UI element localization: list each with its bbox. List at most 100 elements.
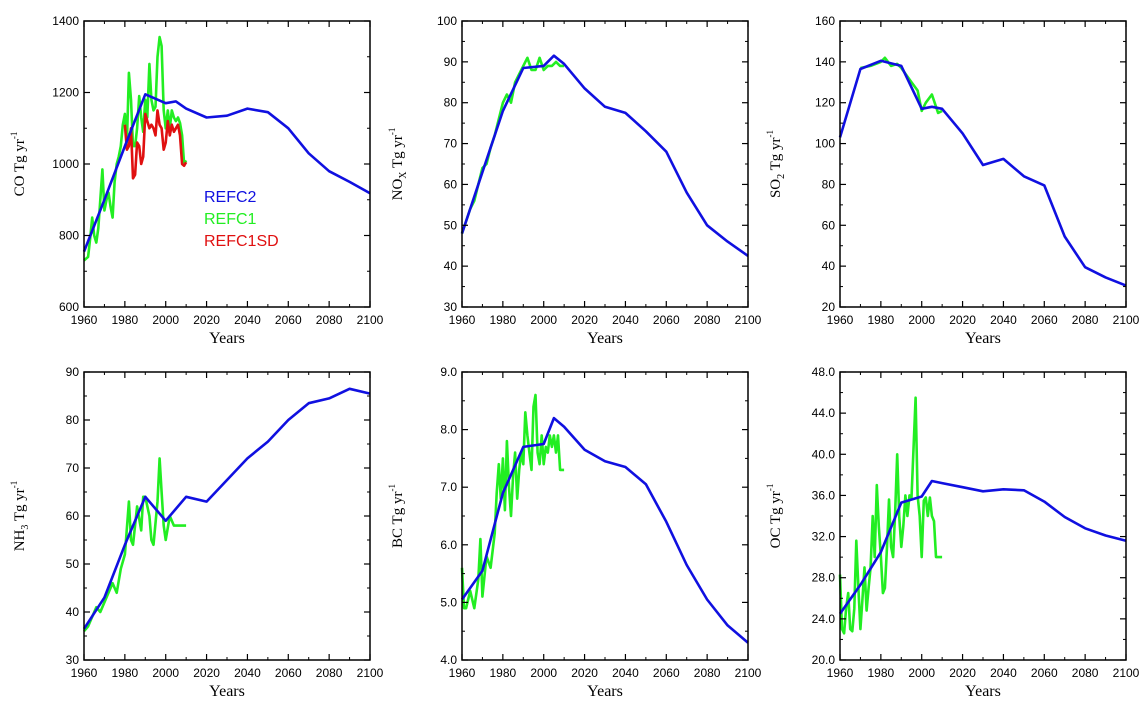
plot-frame: [461, 371, 749, 661]
x-tick-label: 2060: [1031, 313, 1058, 327]
y-tick-label: 1000: [52, 157, 79, 171]
y-tick-label: 36.0: [812, 488, 836, 502]
legend-entry-refc2: REFC2: [204, 189, 257, 206]
x-tick-label: 2100: [735, 666, 762, 680]
y-tick-label: 5.0: [440, 595, 457, 609]
y-tick-label: 7.0: [440, 480, 457, 494]
x-axis-label: Years: [587, 683, 623, 700]
series-line-refc2: [82, 387, 371, 630]
x-tick-label: 2100: [357, 666, 384, 680]
x-tick-label: 1960: [827, 666, 854, 680]
x-tick-label: 2040: [234, 666, 261, 680]
series-line-refc1sd: [123, 109, 188, 180]
x-tick-label: 1960: [71, 666, 98, 680]
y-axis-label: NH3 Tg yr-1: [9, 481, 31, 552]
x-tick-label: 2020: [949, 313, 976, 327]
y-tick-label: 800: [59, 229, 79, 243]
y-tick-label: 40: [66, 605, 80, 619]
plot-frame: [839, 371, 1127, 661]
y-tick-label: 40: [822, 259, 836, 273]
y-axis-label: NOX Tg yr-1: [387, 128, 409, 201]
legend: REFC2 REFC1 REFC1SD: [204, 189, 279, 250]
x-tick-label: 2020: [949, 666, 976, 680]
x-tick-label: 2040: [234, 313, 261, 327]
series-line-refc1: [460, 56, 565, 234]
y-axis-label: BC Tg yr-1: [387, 484, 406, 548]
series-line-refc1: [83, 35, 188, 262]
x-tick-label: 1960: [449, 313, 476, 327]
x-tick-label: 2040: [990, 313, 1017, 327]
x-tick-label: 2060: [653, 666, 680, 680]
y-tick-label: 40: [444, 259, 458, 273]
legend-entry-refc1: REFC1: [204, 211, 257, 228]
y-tick-label: 24.0: [812, 612, 836, 626]
series-line-refc2: [82, 93, 371, 253]
series-line-refc2: [460, 416, 749, 644]
y-tick-label: 48.0: [812, 365, 836, 379]
series-line-refc1: [83, 457, 187, 633]
y-tick-label: 1400: [52, 14, 79, 28]
y-tick-label: 140: [815, 55, 835, 69]
x-tick-label: 1980: [868, 313, 895, 327]
y-tick-label: 44.0: [812, 406, 836, 420]
x-tick-label: 2060: [653, 313, 680, 327]
y-axis-label: CO Tg yr-1: [9, 132, 28, 197]
x-tick-label: 2040: [612, 313, 639, 327]
x-tick-label: 1960: [71, 313, 98, 327]
y-tick-label: 100: [815, 137, 835, 151]
x-axis-label: Years: [965, 683, 1001, 700]
y-tick-label: 6.0: [440, 538, 457, 552]
x-tick-label: 1980: [868, 666, 895, 680]
series-line-refc2: [838, 59, 1127, 287]
x-tick-label: 2020: [193, 666, 220, 680]
x-tick-label: 2000: [530, 666, 557, 680]
y-tick-label: 20.0: [812, 653, 836, 667]
panel-6: 1960 1980 2000 2020 2040 2060 2080 2100 20.0 24.0…: [765, 365, 1140, 700]
y-tick-label: 9.0: [440, 365, 457, 379]
y-tick-label: 50: [66, 557, 80, 571]
panel-4: 1960 1980 2000 2020 2040 2060 2080 2100 30 40 50 60…: [9, 365, 384, 700]
x-tick-label: 2080: [316, 313, 343, 327]
y-tick-label: 28.0: [812, 571, 836, 585]
series-line-refc1: [460, 393, 565, 610]
series-line-refc2: [460, 54, 749, 257]
y-tick-label: 50: [444, 218, 458, 232]
panel-1: 1960 1980 2000 2020 2040 2060 2080 2100 600 800 10…: [9, 14, 384, 347]
y-tick-label: 30: [66, 653, 80, 667]
x-tick-label: 2000: [908, 313, 935, 327]
y-tick-label: 70: [444, 137, 458, 151]
x-tick-label: 2060: [275, 666, 302, 680]
y-tick-label: 80: [66, 413, 80, 427]
y-tick-label: 600: [59, 300, 79, 314]
x-tick-label: 2000: [152, 666, 179, 680]
y-tick-label: 100: [437, 14, 457, 28]
x-tick-label: 2020: [193, 313, 220, 327]
x-tick-label: 1960: [827, 313, 854, 327]
y-tick-label: 60: [822, 218, 836, 232]
x-tick-label: 2020: [571, 313, 598, 327]
x-axis-label: Years: [587, 330, 623, 347]
y-tick-label: 90: [66, 365, 80, 379]
y-axis-label: OC Tg yr-1: [765, 484, 784, 549]
x-tick-label: 1960: [449, 666, 476, 680]
x-tick-label: 1980: [490, 666, 517, 680]
x-tick-label: 1980: [490, 313, 517, 327]
y-axis-label: SO2 Tg yr-1: [765, 130, 787, 198]
x-axis-label: Years: [209, 330, 245, 347]
x-tick-label: 2020: [571, 666, 598, 680]
y-tick-label: 32.0: [812, 530, 836, 544]
y-tick-label: 20: [822, 300, 836, 314]
x-tick-label: 2100: [735, 313, 762, 327]
x-axis-label: Years: [965, 330, 1001, 347]
x-tick-label: 2000: [530, 313, 557, 327]
series-line-refc2: [838, 479, 1127, 615]
x-tick-label: 1980: [112, 666, 139, 680]
panel-5: 1960 1980 2000 2020 2040 2060 2080 2100 4.0 5.0 6.…: [387, 365, 762, 700]
x-tick-label: 2060: [275, 313, 302, 327]
x-tick-label: 2080: [694, 313, 721, 327]
y-tick-label: 8.0: [440, 423, 457, 437]
y-tick-label: 120: [815, 96, 835, 110]
y-tick-label: 30: [444, 300, 458, 314]
x-tick-label: 2060: [1031, 666, 1058, 680]
y-tick-label: 60: [444, 177, 458, 191]
